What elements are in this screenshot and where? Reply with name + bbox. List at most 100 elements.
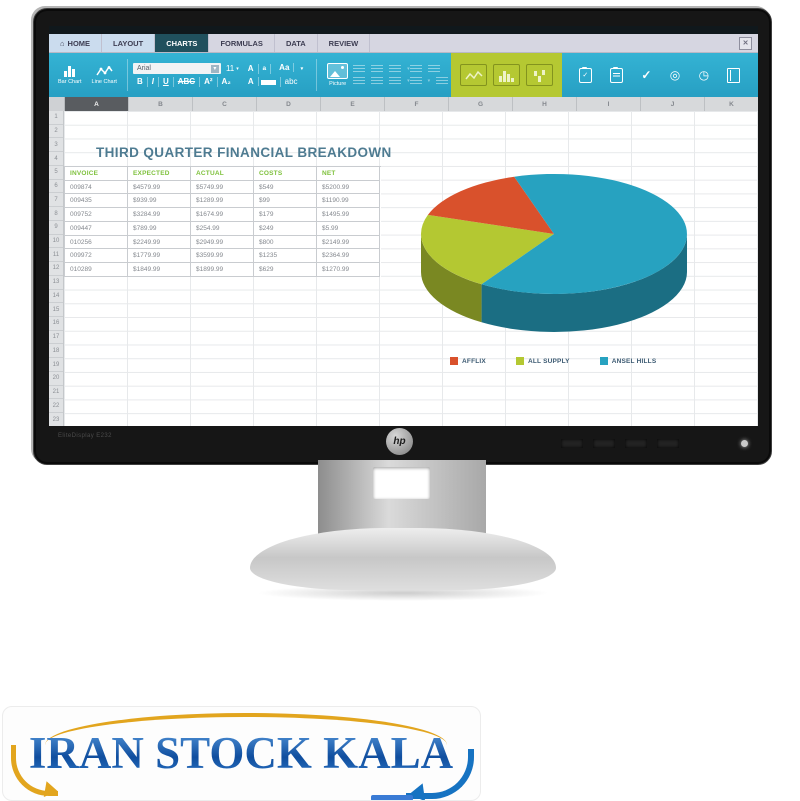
subscript-button[interactable]: A₂ <box>221 77 231 86</box>
column-header-k[interactable]: K <box>729 100 734 108</box>
insert-stock-chart-button[interactable] <box>526 64 554 86</box>
row-header[interactable]: 9 <box>49 221 63 235</box>
picture-icon <box>327 63 349 79</box>
sheet-title: THIRD QUARTER FINANCIAL BREAKDOWN <box>96 144 392 160</box>
font-size-select[interactable]: 11 ▾ <box>226 64 239 73</box>
tab-charts-label: CHARTS <box>166 38 198 48</box>
change-case-button[interactable]: Aa ▾ <box>271 63 311 74</box>
cell: $789.99 <box>128 221 191 236</box>
bulleted-list-icon[interactable] <box>353 65 366 73</box>
row-header[interactable]: 11 <box>49 248 63 263</box>
row-header[interactable]: 14 <box>49 290 63 304</box>
row-header[interactable]: 7 <box>49 193 63 208</box>
clock-icon[interactable]: ◷ <box>698 68 710 82</box>
align-right-icon[interactable] <box>389 77 402 85</box>
row-header[interactable]: 8 <box>49 207 63 221</box>
shrink-font-button[interactable]: a <box>259 63 272 74</box>
bold-button[interactable]: B <box>133 77 148 87</box>
bar-chart-button[interactable]: Bar Chart <box>53 65 87 85</box>
row-header[interactable]: 23 <box>52 416 60 423</box>
row-header[interactable]: 22 <box>49 399 63 414</box>
tab-formulas[interactable]: FORMULAS <box>209 34 275 52</box>
multilevel-list-icon[interactable] <box>389 65 402 73</box>
row-header[interactable]: 15 <box>49 303 63 318</box>
underline-button[interactable]: U <box>159 77 174 87</box>
indent-decrease-icon[interactable] <box>427 65 440 73</box>
row-header[interactable]: 1 <box>49 111 63 125</box>
address-book-icon[interactable] <box>727 67 741 83</box>
tab-charts[interactable]: CHARTS <box>155 34 210 52</box>
row-header[interactable]: 18 <box>49 344 63 359</box>
cell: $99 <box>254 194 317 209</box>
close-icon[interactable]: ✕ <box>739 37 752 50</box>
borders-icon[interactable] <box>436 77 449 85</box>
tab-home[interactable]: ⌂ HOME <box>49 34 103 52</box>
strikethrough-button[interactable]: ABC <box>174 77 201 87</box>
font-color-button[interactable]: A <box>240 77 281 87</box>
table-header-row: INVOICE EXPECTED ACTUAL COSTS NET <box>65 167 381 181</box>
row-header[interactable]: 20 <box>49 372 63 386</box>
spreadsheet: A B C D E F G H I J K 1 2 3 4 5 6 7 8 <box>49 97 758 426</box>
row-header[interactable]: 4 <box>49 152 63 166</box>
font-name-select[interactable]: Arial ▾ <box>132 63 221 74</box>
row-header[interactable]: 21 <box>49 386 63 400</box>
column-header-e[interactable]: E <box>321 97 385 111</box>
row-header[interactable]: 3 <box>49 138 63 153</box>
tab-home-label: HOME <box>67 38 91 48</box>
case-buttons: A a Aa ▾ <box>244 63 311 74</box>
line-chart-icon <box>96 65 113 75</box>
row-header[interactable]: 13 <box>49 276 63 290</box>
column-header-b[interactable]: B <box>129 97 193 111</box>
column-header-c[interactable]: C <box>193 97 257 111</box>
insert-bar-chart-button[interactable] <box>493 64 521 86</box>
superscript-button[interactable]: A² <box>200 77 218 87</box>
clear-format-button[interactable]: abc <box>284 77 298 86</box>
legend-label: ALL SUPPLY <box>527 357 570 365</box>
tab-review[interactable]: REVIEW <box>318 34 371 52</box>
header-cell: NET <box>317 167 380 181</box>
header-cell: COSTS <box>254 167 317 181</box>
tab-data[interactable]: DATA <box>275 34 318 52</box>
italic-button[interactable]: I <box>148 77 159 87</box>
numbered-list-icon[interactable] <box>371 65 384 73</box>
column-header-a[interactable]: A <box>65 97 129 111</box>
review-icons-section: ✓ ✓ ◎ ◷ <box>565 66 754 83</box>
shading-icon[interactable] <box>409 77 422 85</box>
cell: $629 <box>254 263 317 277</box>
column-header-h[interactable]: H <box>513 97 577 111</box>
cell: $1674.99 <box>191 208 254 222</box>
stand-cable-hole <box>373 467 430 499</box>
align-left-icon[interactable] <box>353 77 366 85</box>
tab-layout[interactable]: LAYOUT <box>102 34 156 52</box>
logo-arc-swoosh <box>45 713 447 745</box>
picture-button[interactable]: Picture <box>322 63 353 87</box>
line-chart-button[interactable]: Line Chart <box>87 65 122 85</box>
cell: 009874 <box>65 180 128 195</box>
column-header-j[interactable]: J <box>641 97 705 111</box>
check-icon[interactable]: ✓ <box>641 68 652 82</box>
clipboard-icon[interactable] <box>610 66 624 83</box>
row-header[interactable]: 17 <box>49 331 63 345</box>
select-all-corner[interactable] <box>49 97 65 111</box>
column-header-i[interactable]: I <box>577 97 641 111</box>
row-header[interactable]: 6 <box>49 180 63 194</box>
grow-font-button[interactable]: A <box>244 63 259 74</box>
column-header-f[interactable]: F <box>385 97 449 111</box>
insert-line-chart-button[interactable] <box>460 64 488 86</box>
align-center-icon[interactable] <box>371 77 384 85</box>
clipboard-check-icon[interactable]: ✓ <box>578 66 592 83</box>
cell: $1289.99 <box>191 194 254 209</box>
font-section: Arial ▾ 11 ▾ A a Aa ▾ B <box>132 63 311 87</box>
target-icon[interactable]: ◎ <box>669 68 681 82</box>
row-header[interactable]: 2 <box>49 125 63 139</box>
row-header[interactable]: 5 <box>49 166 63 180</box>
column-header-g[interactable]: G <box>449 97 513 111</box>
row-header[interactable]: 10 <box>49 235 63 249</box>
column-header-d[interactable]: D <box>257 97 321 111</box>
legend-swatch-afflix <box>450 357 458 365</box>
legend-item: ANSEL HILLS <box>599 357 657 365</box>
indent-increase-icon[interactable] <box>409 65 422 73</box>
row-header[interactable]: 12 <box>49 262 63 276</box>
row-header[interactable]: 19 <box>49 358 63 372</box>
row-header[interactable]: 16 <box>49 317 63 331</box>
